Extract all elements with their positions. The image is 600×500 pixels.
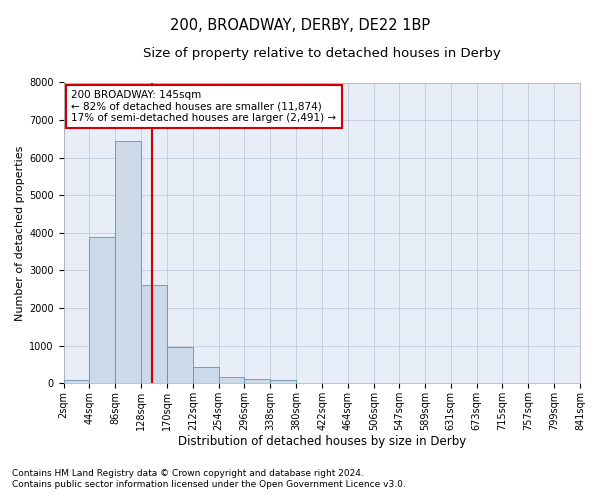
- Bar: [218, 376, 244, 383]
- Bar: [244, 378, 271, 383]
- Bar: [271, 380, 296, 383]
- Bar: [193, 367, 218, 383]
- Bar: [115, 141, 141, 383]
- Text: Contains public sector information licensed under the Open Government Licence v3: Contains public sector information licen…: [12, 480, 406, 489]
- Title: Size of property relative to detached houses in Derby: Size of property relative to detached ho…: [143, 48, 500, 60]
- X-axis label: Distribution of detached houses by size in Derby: Distribution of detached houses by size …: [178, 434, 466, 448]
- Text: Contains HM Land Registry data © Crown copyright and database right 2024.: Contains HM Land Registry data © Crown c…: [12, 468, 364, 477]
- Bar: [64, 380, 89, 383]
- Y-axis label: Number of detached properties: Number of detached properties: [15, 145, 25, 320]
- Bar: [89, 236, 115, 383]
- Text: 200 BROADWAY: 145sqm
← 82% of detached houses are smaller (11,874)
17% of semi-d: 200 BROADWAY: 145sqm ← 82% of detached h…: [71, 90, 337, 123]
- Bar: [167, 348, 193, 383]
- Bar: [141, 286, 167, 383]
- Text: 200, BROADWAY, DERBY, DE22 1BP: 200, BROADWAY, DERBY, DE22 1BP: [170, 18, 430, 32]
